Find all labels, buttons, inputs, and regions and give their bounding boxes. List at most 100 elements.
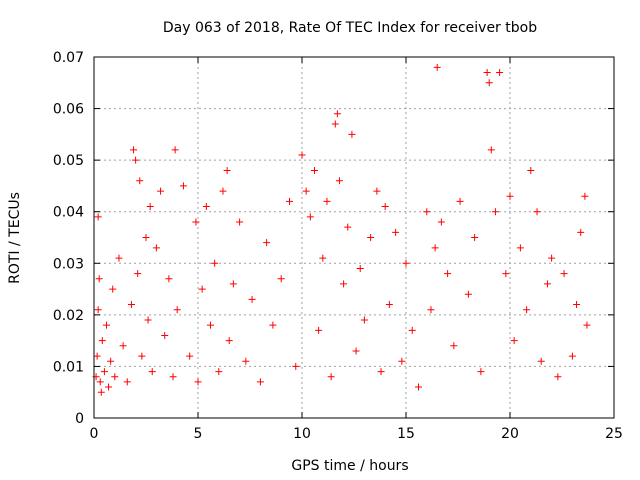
data-point (577, 228, 585, 236)
data-point (169, 373, 177, 381)
data-point (477, 368, 485, 376)
data-point (157, 187, 165, 195)
data-points (92, 63, 591, 396)
data-point (402, 259, 410, 267)
data-point (485, 79, 493, 87)
data-point (192, 218, 200, 226)
y-tick-label: 0 (75, 411, 84, 427)
data-point (198, 285, 206, 293)
data-point (111, 373, 119, 381)
data-point (127, 301, 135, 309)
data-point (360, 316, 368, 324)
data-point (236, 218, 244, 226)
y-tick-label: 0.02 (53, 308, 84, 324)
data-point (427, 306, 435, 314)
data-point (527, 166, 535, 174)
data-point (506, 192, 514, 200)
data-point (352, 347, 360, 355)
data-point (146, 203, 154, 211)
data-point (119, 342, 127, 350)
x-tick-label: 0 (90, 426, 99, 442)
data-point (344, 223, 352, 231)
data-point (123, 378, 131, 386)
data-point (510, 337, 518, 345)
data-point (93, 352, 101, 360)
data-point (107, 357, 115, 365)
data-point (327, 373, 335, 381)
data-point (398, 357, 406, 365)
plot-frame (93, 56, 615, 419)
x-tick-label: 15 (397, 426, 415, 442)
data-point (408, 326, 416, 334)
data-point (225, 337, 233, 345)
grid (94, 57, 614, 418)
data-point (573, 301, 581, 309)
data-point (444, 270, 452, 278)
x-tick-label: 20 (501, 426, 519, 442)
data-point (144, 316, 152, 324)
data-point (269, 321, 277, 329)
data-point (256, 378, 264, 386)
data-point (433, 63, 441, 71)
data-point (315, 326, 323, 334)
data-point (523, 306, 531, 314)
data-point (323, 197, 331, 205)
data-point (581, 192, 589, 200)
data-point (98, 337, 106, 345)
data-point (171, 146, 179, 154)
y-tick-label: 0.07 (53, 50, 84, 66)
data-point (331, 120, 339, 128)
data-point (263, 239, 271, 247)
data-point (543, 280, 551, 288)
data-point (223, 166, 231, 174)
x-tick-label: 10 (293, 426, 311, 442)
data-point (483, 68, 491, 76)
data-point (356, 264, 364, 272)
data-point (277, 275, 285, 283)
data-point (392, 228, 400, 236)
data-point (152, 244, 160, 252)
data-point (437, 218, 445, 226)
data-point (464, 290, 472, 298)
data-point (202, 203, 210, 211)
data-point (414, 383, 422, 391)
y-tick-label: 0.01 (53, 359, 84, 375)
data-point (219, 187, 227, 195)
data-point (348, 130, 356, 138)
data-point (537, 357, 545, 365)
data-point (450, 342, 458, 350)
y-tick-label: 0.06 (53, 102, 84, 118)
data-point (381, 203, 389, 211)
data-point (95, 275, 103, 283)
chart-title: Day 063 of 2018, Rate Of TEC Index for r… (163, 20, 537, 36)
data-point (148, 368, 156, 376)
data-point (292, 362, 300, 370)
data-point (211, 259, 219, 267)
data-point (136, 177, 144, 185)
data-point (385, 301, 393, 309)
x-tick-label: 25 (605, 426, 623, 442)
data-point (96, 378, 104, 386)
data-point (471, 234, 479, 241)
data-point (115, 254, 123, 262)
data-point (194, 378, 202, 386)
x-tick-label: 5 (194, 426, 203, 442)
data-point (367, 234, 375, 241)
y-tick-label: 0.04 (53, 205, 84, 221)
data-point (286, 197, 294, 205)
y-tick-label: 0.03 (53, 256, 84, 272)
data-point (94, 213, 102, 221)
data-point (516, 244, 524, 252)
data-point (548, 254, 556, 262)
data-point (186, 352, 194, 360)
data-point (229, 280, 237, 288)
x-axis-label: GPS time / hours (291, 458, 408, 474)
data-point (206, 321, 214, 329)
data-point (298, 151, 306, 159)
data-point (502, 270, 510, 278)
data-point (242, 357, 250, 365)
data-point (487, 146, 495, 154)
data-point (215, 368, 223, 376)
data-point (100, 368, 108, 376)
